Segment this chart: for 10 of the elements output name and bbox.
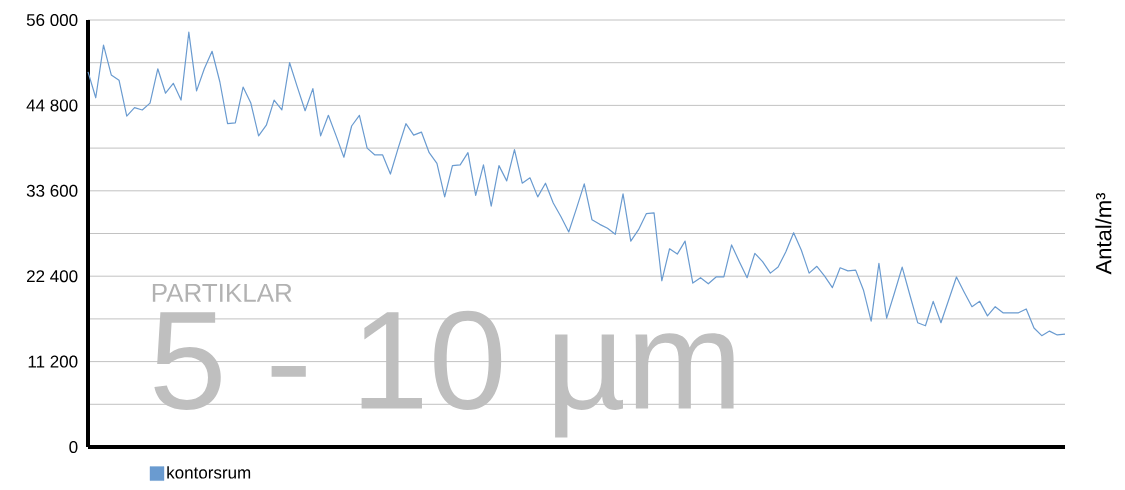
y-tick-label: 44 800 (26, 99, 78, 112)
annotation: PARTIKLAR (152, 283, 292, 302)
y-tick-label: 0 (69, 440, 78, 454)
legend-label: kontorsrum (167, 466, 251, 479)
annotation: 5 - 10 µm (154, 310, 734, 438)
y-tick-label: 33 600 (26, 184, 78, 197)
y-tick-label: 56 000 (26, 13, 78, 27)
y-tick-label: 11 200 (28, 355, 78, 368)
y-tick-label: 22 400 (27, 270, 78, 283)
y-axis-title: Antal/m³ (1095, 192, 1112, 275)
